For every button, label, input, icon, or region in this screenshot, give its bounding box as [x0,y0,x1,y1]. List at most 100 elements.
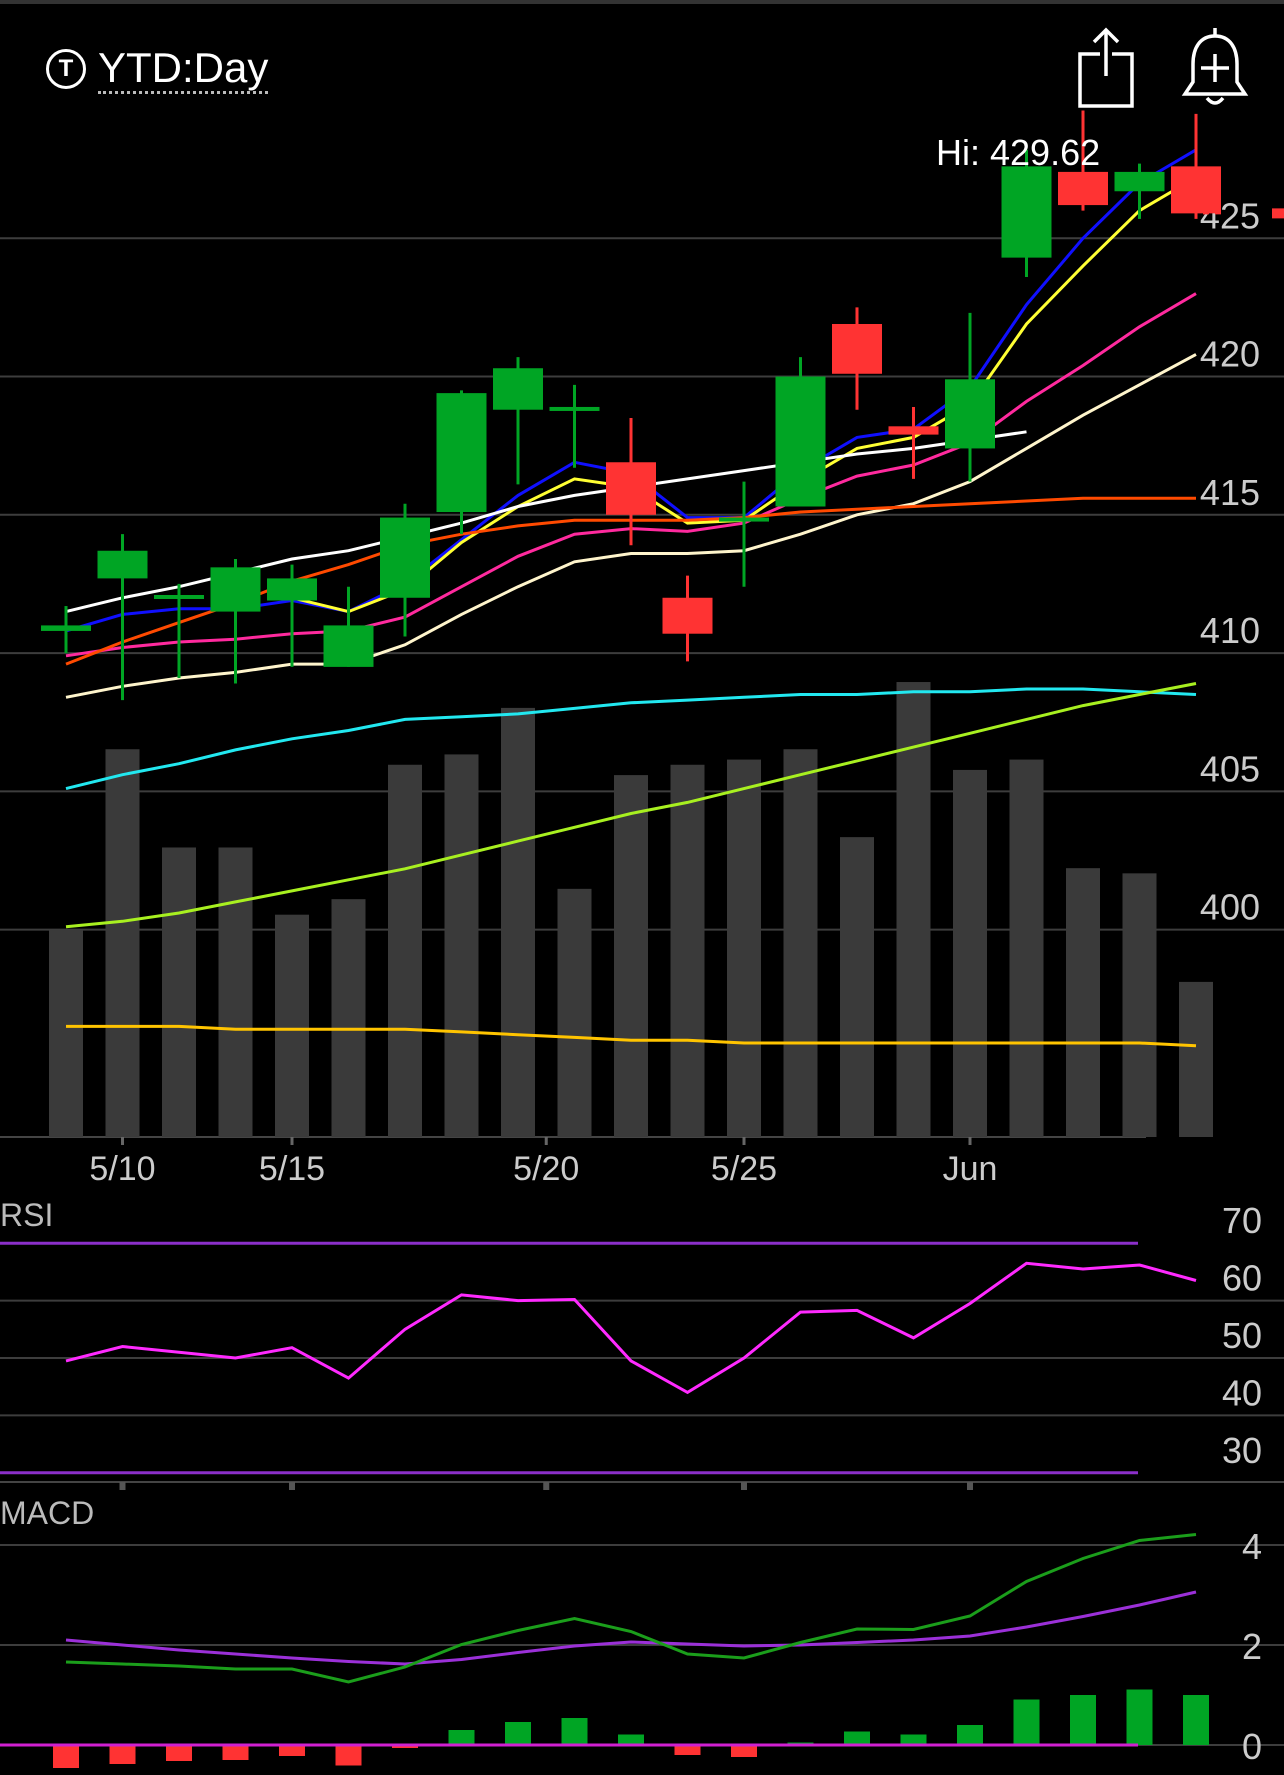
volume-bar [557,888,592,1137]
period-label: YTD:Day [98,44,269,94]
moving-average-line [65,353,1197,699]
moving-average-line [66,1024,1197,1048]
macd-histogram-bar [279,1745,305,1756]
rsi-axis-label: 60 [1222,1258,1262,1299]
volume-bar [49,930,83,1137]
macd-axis-label: 2 [1242,1626,1262,1667]
macd-histogram-bar [1070,1695,1096,1745]
candle-up [436,393,487,513]
volume-bar [1179,981,1213,1137]
macd-histogram-bar [1126,1689,1153,1745]
share-button[interactable] [1075,24,1141,110]
volume-bar [1122,873,1157,1137]
macd-panel-title: MACD [0,1495,94,1531]
macd-histogram-bar [1013,1699,1040,1745]
candle-up [1001,166,1052,258]
macd-histogram-bar [561,1718,588,1745]
volume-bar [896,682,931,1137]
moving-average-line [65,687,1197,791]
price-axis-label: 400 [1200,887,1260,928]
volume-bar [331,899,366,1137]
rsi-panel-title: RSI [0,1197,53,1233]
volume-bar [727,759,761,1137]
rsi-date-tick [543,1482,550,1490]
share-icon [1078,27,1134,108]
macd-histogram-bar [900,1734,927,1745]
macd-signal-line [65,1590,1197,1666]
rsi-date-tick [289,1482,295,1490]
candle-down [606,462,656,515]
macd-histogram-bar [448,1730,475,1745]
macd-histogram-bar [674,1745,701,1755]
rsi-line [65,1261,1197,1395]
volume-bar [444,754,479,1137]
volume-bar [840,837,874,1137]
candle-up [945,379,995,449]
candle-up [719,517,769,522]
price-axis-label: 405 [1200,748,1260,789]
candle-up [380,517,430,598]
macd-line [65,1533,1197,1684]
volume-bar [1066,868,1100,1137]
volume-bar [218,847,253,1137]
high-price-label: Hi: 429.62 [936,132,1101,173]
macd-histogram-bar [844,1731,870,1745]
volume-bar [614,775,648,1137]
rsi-date-tick [119,1482,126,1490]
candle-up [210,567,261,612]
price-axis-label: 410 [1200,610,1260,651]
date-axis-label: 5/15 [259,1150,325,1188]
volume-bar [275,914,309,1137]
candle-up [154,594,204,599]
candle-up [775,376,826,507]
candle-up [41,625,91,631]
volume-bar [670,764,705,1137]
date-axis-label: 5/20 [513,1150,579,1188]
period-selector[interactable]: T YTD:Day [46,42,269,96]
volume-bar [1009,759,1044,1137]
date-axis-label: Jun [943,1150,998,1188]
macd-histogram-bar [1183,1695,1209,1745]
last-price-marker [1272,208,1284,219]
macd-histogram-bar [505,1722,531,1745]
candle-up [549,406,600,411]
candle-up [493,368,543,410]
candle-down [1058,171,1108,206]
price-axis-label: 415 [1200,472,1260,513]
bell-plus-icon [1181,28,1249,105]
top-divider [0,0,1284,4]
macd-histogram-bar [166,1745,192,1761]
candle-down [888,426,939,435]
candle-up [323,625,374,667]
macd-histogram-bar [957,1725,983,1745]
macd-histogram-bar [335,1745,362,1766]
macd-histogram-bar [109,1745,136,1764]
volume-bar [162,847,196,1137]
date-axis-label: 5/10 [89,1150,155,1188]
candle-up [267,578,317,601]
rsi-axis-label: 70 [1222,1200,1262,1241]
date-axis-label: 5/25 [711,1150,777,1188]
candle-down [1171,166,1221,214]
chart-header: T YTD:Day [0,20,1284,110]
candle-up [97,550,148,579]
price-axis-label: 420 [1200,334,1260,375]
macd-axis-label: 4 [1242,1526,1262,1567]
rsi-axis-label: 30 [1222,1430,1262,1471]
candle-up [1114,171,1165,192]
macd-histogram-bar [53,1745,79,1768]
moving-average-line [65,682,1197,929]
candle-down [832,323,882,374]
volume-bar [388,764,422,1137]
ticker-t-icon: T [46,49,86,89]
macd-histogram-bar [222,1745,249,1760]
macd-histogram-bar [618,1734,644,1745]
candle-down [662,597,713,634]
volume-bar [105,749,140,1137]
macd-axis-label: 0 [1242,1726,1262,1767]
rsi-date-tick [967,1482,973,1490]
price-alert-button[interactable] [1180,24,1250,110]
rsi-date-tick [741,1482,747,1490]
macd-histogram-bar [731,1745,757,1757]
